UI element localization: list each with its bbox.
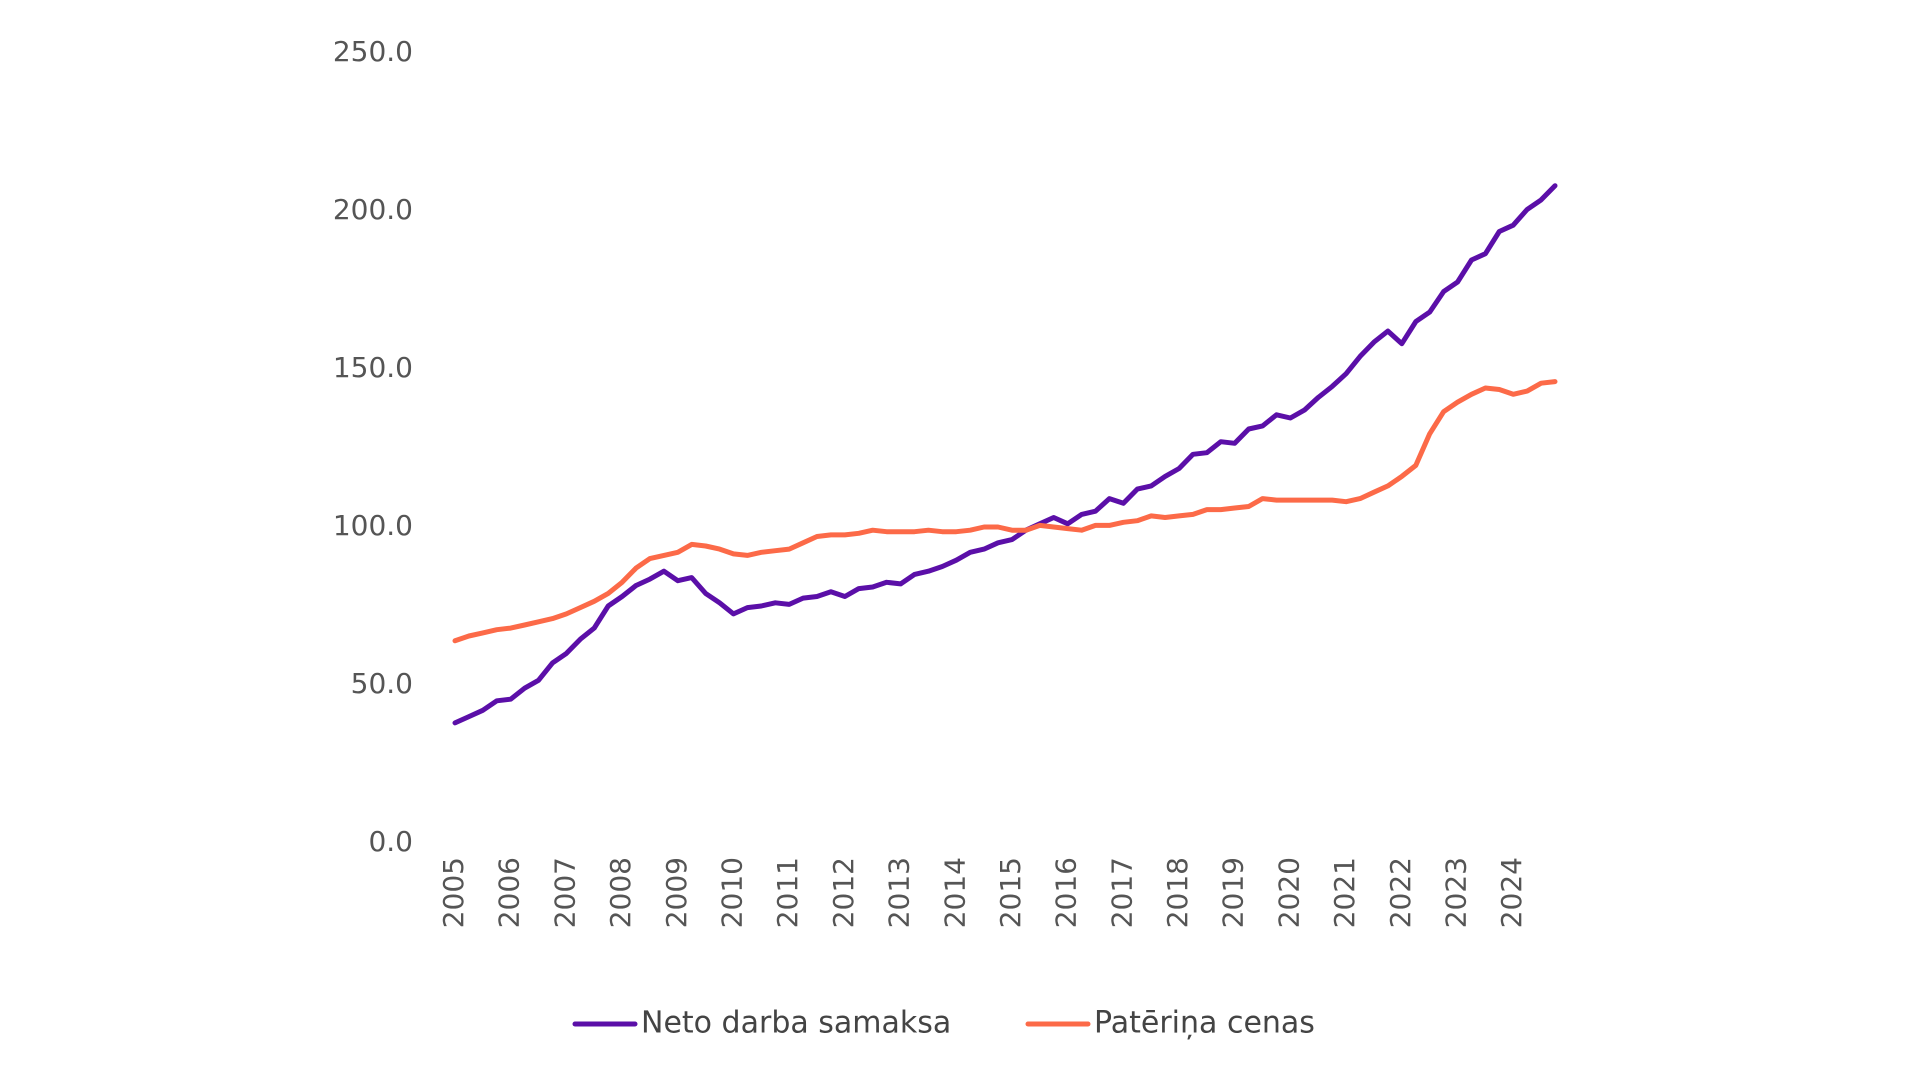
y-tick-label: 150.0: [333, 351, 413, 384]
x-tick-label: 2018: [1161, 857, 1194, 928]
x-tick-label: 2024: [1495, 857, 1528, 928]
x-tick-label: 2006: [493, 857, 526, 928]
x-tick-label: 2015: [994, 857, 1027, 928]
x-tick-label: 2023: [1440, 857, 1473, 928]
x-tick-label: 2016: [1050, 857, 1083, 928]
x-tick-label: 2007: [548, 857, 581, 928]
x-tick-label: 2009: [660, 857, 693, 928]
legend-label: Patēriņa cenas: [1094, 1006, 1315, 1041]
series-line: [452, 183, 1558, 726]
x-tick-label: 2010: [715, 857, 748, 928]
x-tick-label: 2021: [1328, 857, 1361, 928]
x-tick-label: 2014: [938, 857, 971, 928]
x-tick-label: 2008: [604, 857, 637, 928]
x-tick-label: 2022: [1384, 857, 1417, 928]
y-tick-label: 200.0: [333, 193, 413, 226]
y-tick-label: 100.0: [333, 509, 413, 542]
x-tick-label: 2013: [883, 857, 916, 928]
x-tick-label: 2019: [1217, 857, 1250, 928]
x-tick-label: 2020: [1272, 857, 1305, 928]
x-tick-label: 2017: [1105, 857, 1138, 928]
x-tick-label: 2005: [437, 857, 470, 928]
x-tick-label: 2011: [771, 857, 804, 928]
y-tick-label: 250.0: [333, 35, 413, 68]
y-tick-label: 50.0: [351, 667, 413, 700]
x-tick-label: 2012: [827, 857, 860, 928]
series-line: [452, 379, 1558, 644]
legend-label: Neto darba samaksa: [641, 1006, 951, 1041]
y-tick-label: 0.0: [368, 825, 413, 858]
